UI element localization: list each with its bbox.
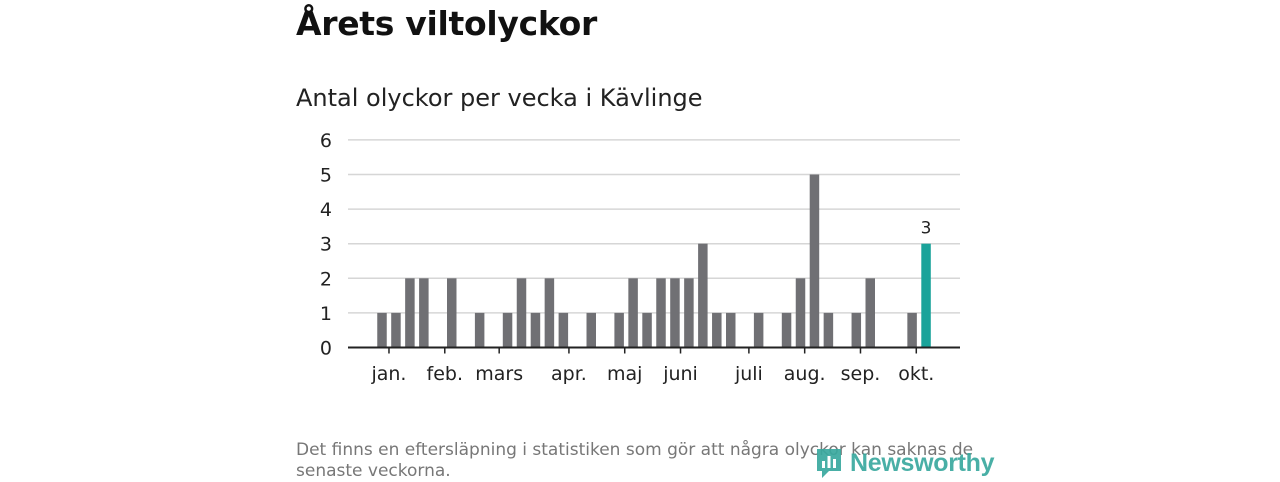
page-title: Årets viltolyckor	[296, 4, 597, 43]
y-tick-label: 2	[320, 268, 332, 290]
bar	[809, 174, 820, 348]
y-tick-label: 4	[320, 199, 332, 221]
bar	[642, 312, 652, 348]
bar	[516, 278, 527, 348]
newsworthy-logo: Newsworthy	[814, 446, 995, 480]
bar	[865, 278, 875, 348]
y-axis-ticks: 0 1 2 3 4 5 6	[320, 130, 332, 360]
x-tick-label: aug.	[784, 363, 826, 385]
bar	[907, 312, 917, 348]
bar	[670, 278, 680, 348]
bar	[419, 278, 429, 348]
x-tick-label: okt.	[898, 363, 934, 385]
y-tick-label: 3	[320, 234, 332, 256]
bar	[502, 312, 513, 348]
highlight-data-label: 3	[921, 219, 932, 239]
bar-chart: 0 1 2 3 4 5 6 jan. feb. mars apr. maj juni juli aug. s…	[320, 130, 960, 385]
x-axis-ticks: jan. feb. mars apr. maj juni juli aug. sep. okt.	[370, 347, 934, 385]
bar	[712, 312, 722, 348]
bar	[530, 312, 541, 348]
x-tick-label: juli	[734, 363, 763, 385]
y-tick-label: 1	[320, 303, 332, 325]
bar	[656, 278, 666, 348]
bar	[405, 278, 415, 348]
x-tick-label: jan.	[370, 363, 406, 385]
newsworthy-logo-icon	[817, 449, 841, 478]
bar	[558, 312, 569, 348]
bar	[781, 312, 792, 348]
x-tick-label: mars	[475, 363, 523, 385]
bar	[586, 312, 596, 348]
x-tick-label: apr.	[551, 363, 587, 385]
bar-highlight	[921, 243, 931, 348]
x-tick-label: maj	[607, 363, 642, 385]
x-tick-label: sep.	[841, 363, 881, 385]
x-tick-label: feb.	[427, 363, 463, 385]
chart-title: Antal olyckor per vecka i Kävlinge	[296, 84, 703, 112]
bar	[823, 312, 834, 348]
bar	[544, 278, 555, 348]
bar	[391, 312, 401, 348]
x-tick-label: juni	[662, 363, 698, 385]
bar	[377, 312, 387, 348]
brand-name: Newsworthy	[850, 448, 995, 477]
bar	[753, 312, 764, 348]
bars	[377, 174, 931, 348]
bar	[726, 312, 736, 348]
y-tick-label: 0	[320, 338, 332, 360]
y-tick-label: 6	[320, 130, 332, 152]
bar	[684, 278, 694, 348]
footnote: Det finns en eftersläpning i statistiken…	[296, 440, 974, 481]
bar	[628, 278, 638, 348]
bar	[698, 243, 708, 348]
bar	[795, 278, 806, 348]
bar	[851, 312, 862, 348]
y-tick-label: 5	[320, 165, 332, 187]
bar	[614, 312, 624, 348]
bar	[447, 278, 457, 348]
bar	[474, 312, 485, 348]
